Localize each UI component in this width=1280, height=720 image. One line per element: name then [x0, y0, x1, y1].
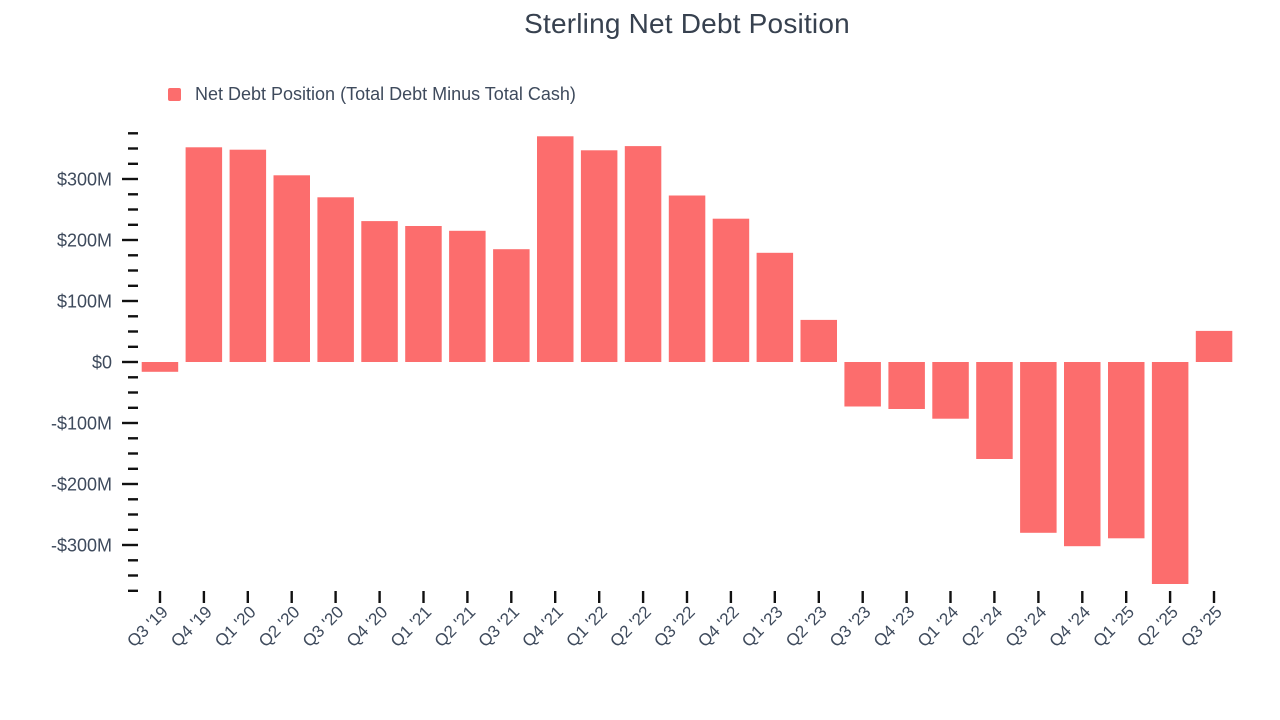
bar[interactable]: [1151, 362, 1189, 584]
bar[interactable]: [229, 149, 267, 362]
bar[interactable]: [1020, 362, 1057, 533]
x-axis-label: Q2 '25: [1133, 602, 1181, 650]
y-axis-label: $300M: [57, 170, 112, 190]
bar[interactable]: [624, 146, 662, 362]
x-axis-label: Q3 '22: [650, 602, 698, 650]
bar[interactable]: [361, 221, 398, 362]
x-axis-label: Q3 '20: [299, 602, 347, 650]
legend-label: Net Debt Position (Total Debt Minus Tota…: [195, 84, 576, 104]
bar[interactable]: [712, 218, 750, 362]
legend-item-net-debt[interactable]: Net Debt Position (Total Debt Minus Tota…: [168, 84, 576, 105]
bar[interactable]: [405, 226, 442, 362]
bar[interactable]: [493, 249, 530, 362]
x-axis-label: Q2 '20: [255, 602, 303, 650]
x-axis-label: Q3 '23: [826, 602, 874, 650]
x-axis-label: Q3 '19: [123, 602, 171, 650]
x-axis-label: Q4 '24: [1046, 602, 1094, 650]
x-axis-label: Q2 '24: [958, 602, 1006, 650]
bar[interactable]: [317, 197, 354, 362]
chart-title: Sterling Net Debt Position: [524, 8, 850, 39]
y-axis-label: -$100M: [51, 414, 112, 434]
bar[interactable]: [800, 319, 838, 362]
x-axis-label: Q4 '20: [343, 602, 391, 650]
y-axis-label: $0: [92, 353, 112, 373]
y-axis-label: $200M: [57, 231, 112, 251]
x-axis-label: Q4 '22: [694, 602, 742, 650]
bar[interactable]: [185, 147, 223, 362]
x-axis-label: Q3 '25: [1177, 602, 1225, 650]
x-axis-label: Q1 '24: [914, 602, 962, 650]
x-axis-label: Q2 '21: [431, 602, 479, 650]
x-axis-label: Q4 '23: [870, 602, 918, 650]
bar[interactable]: [932, 362, 969, 419]
bar[interactable]: [756, 252, 794, 362]
bar[interactable]: [1195, 330, 1233, 362]
bar[interactable]: [1108, 362, 1145, 539]
x-axis-label: Q3 '24: [1002, 602, 1050, 650]
bar[interactable]: [976, 362, 1013, 459]
x-axis-label: Q3 '21: [475, 602, 523, 650]
x-axis-label: Q1 '23: [738, 602, 786, 650]
y-axis-label: -$300M: [51, 536, 112, 556]
bar[interactable]: [580, 150, 618, 362]
bar[interactable]: [888, 362, 925, 409]
bar[interactable]: [141, 362, 179, 372]
bar[interactable]: [537, 136, 574, 362]
bar[interactable]: [1064, 362, 1101, 547]
x-axis-label: Q2 '22: [606, 602, 654, 650]
x-axis-label: Q4 '19: [167, 602, 215, 650]
x-axis-label: Q1 '20: [211, 602, 259, 650]
bar[interactable]: [844, 362, 881, 407]
x-axis-label: Q2 '23: [782, 602, 830, 650]
x-axis-label: Q1 '22: [563, 602, 611, 650]
legend-marker-icon: [168, 88, 181, 101]
x-axis-label: Q1 '25: [1090, 602, 1138, 650]
bar[interactable]: [449, 230, 486, 362]
y-axis-label: $100M: [57, 292, 112, 312]
x-axis-label: Q4 '21: [519, 602, 567, 650]
bar[interactable]: [273, 175, 311, 362]
y-axis-label: -$200M: [51, 475, 112, 495]
x-axis-label: Q1 '21: [387, 602, 435, 650]
bar[interactable]: [668, 195, 706, 363]
